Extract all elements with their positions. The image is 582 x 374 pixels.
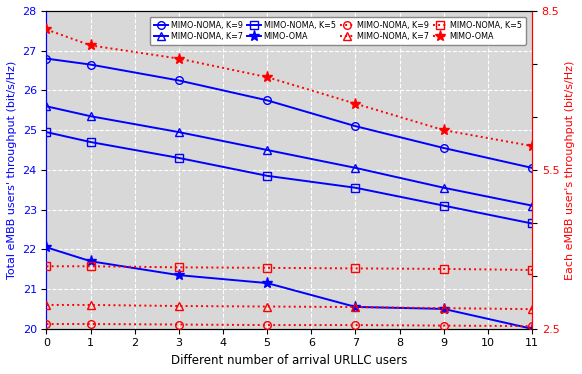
Legend: MIMO-NOMA, K=9, MIMO-NOMA, K=7, MIMO-NOMA, K=5, MIMO-OMA, MIMO-NOMA, K=9, MIMO-N: MIMO-NOMA, K=9, MIMO-NOMA, K=7, MIMO-NOM…: [150, 16, 526, 45]
X-axis label: Different number of arrival URLLC users: Different number of arrival URLLC users: [171, 354, 407, 367]
Y-axis label: Total eMBB users' throughput (bit/s/Hz): Total eMBB users' throughput (bit/s/Hz): [7, 61, 17, 279]
Y-axis label: Each eMBB user's throughput (bit/s/Hz): Each eMBB user's throughput (bit/s/Hz): [565, 60, 575, 279]
